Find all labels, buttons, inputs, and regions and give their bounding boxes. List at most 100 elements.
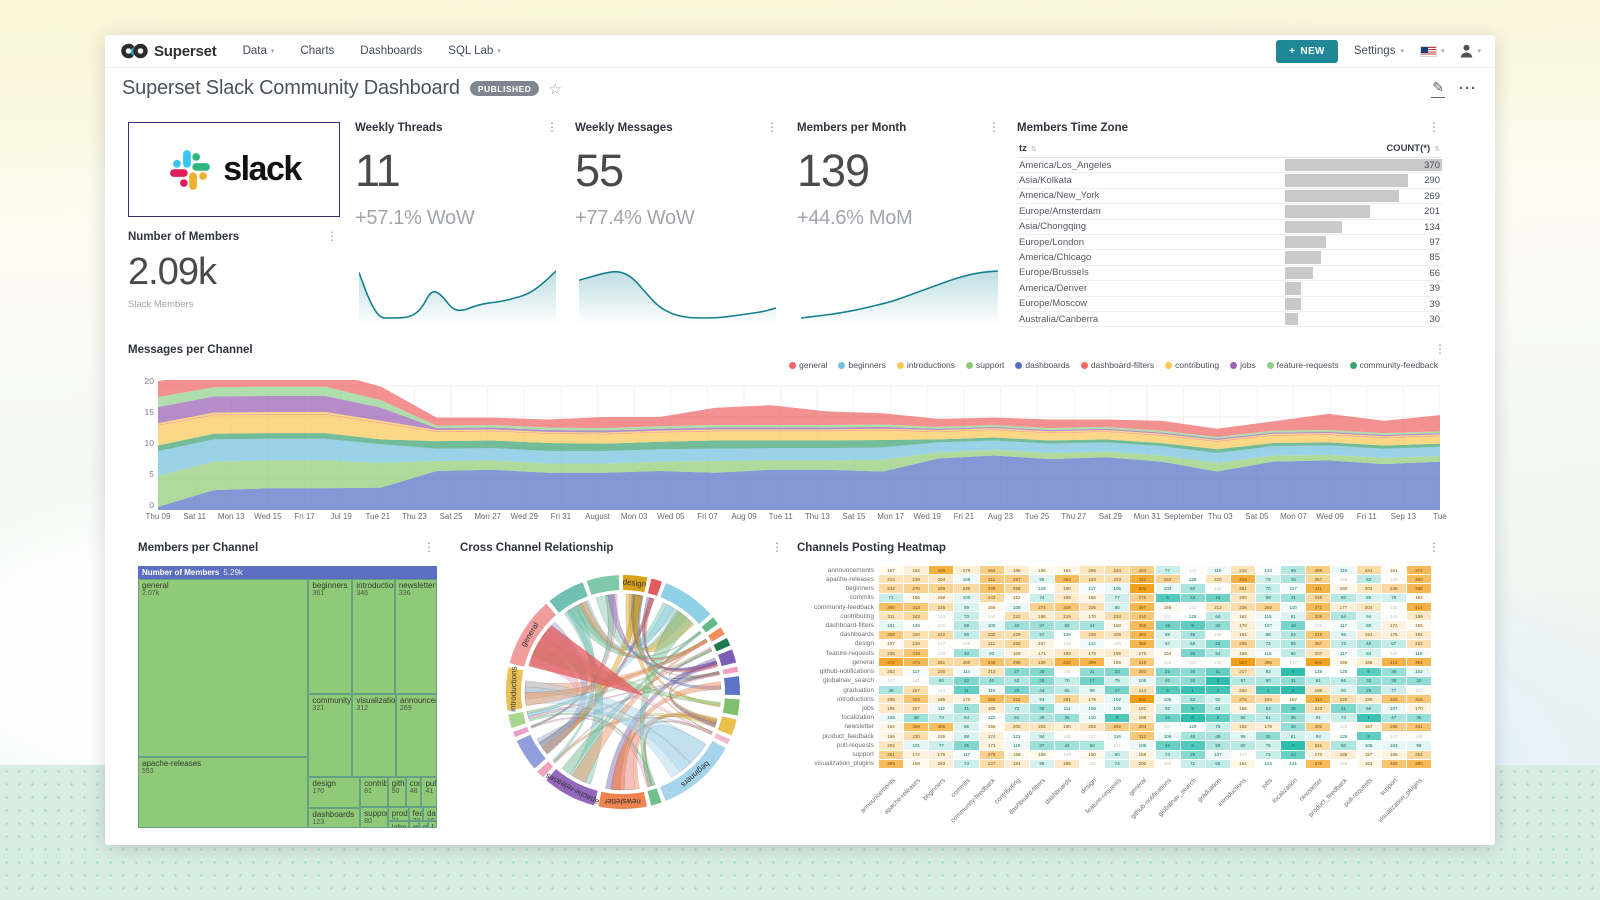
heatmap-cell[interactable]: 208 <box>879 695 904 704</box>
heatmap-cell[interactable]: 292 <box>1306 722 1331 732</box>
heatmap-cell[interactable]: 140 <box>1331 722 1356 732</box>
heatmap-cell[interactable]: 54 <box>1281 630 1306 639</box>
heatmap-cell[interactable]: 117 <box>1281 584 1306 593</box>
heatmap-cell[interactable]: 263 <box>1155 575 1180 584</box>
heatmap-cell[interactable]: 185 <box>929 695 954 704</box>
more-menu-icon[interactable]: ··· <box>1459 80 1477 97</box>
heatmap-cell[interactable]: 179 <box>1256 722 1281 732</box>
legend-item-introductions[interactable]: introductions <box>896 360 955 370</box>
heatmap-cell[interactable]: 229 <box>1004 630 1029 639</box>
heatmap-cell[interactable]: 128 <box>1180 612 1205 621</box>
heatmap-cell[interactable]: 200 <box>1130 759 1155 768</box>
heatmap-cell[interactable]: 85 <box>1356 593 1381 602</box>
heatmap-cell[interactable]: 178 <box>929 750 954 759</box>
heatmap-cell[interactable]: 103 <box>1381 741 1406 750</box>
heatmap-cell[interactable]: 237 <box>979 759 1004 768</box>
heatmap-cell[interactable]: 13 <box>1281 750 1306 759</box>
heatmap-cell[interactable]: 142 <box>1180 566 1205 575</box>
heatmap-cell[interactable]: 284 <box>1130 566 1155 575</box>
heatmap-cell[interactable]: 225 <box>1080 602 1105 612</box>
heatmap-cell[interactable]: 388 <box>1406 584 1431 593</box>
heatmap-cell[interactable]: 150 <box>1080 759 1105 768</box>
heatmap-cell[interactable]: 78 <box>1256 741 1281 750</box>
heatmap-cell[interactable]: 68 <box>954 630 979 639</box>
heatmap-cell[interactable]: 328 <box>1381 695 1406 704</box>
heatmap-cell[interactable]: 107 <box>1381 704 1406 713</box>
heatmap-cell[interactable]: 181 <box>1230 630 1256 639</box>
heatmap-cell[interactable]: 251 <box>1230 584 1256 593</box>
heatmap-cell[interactable]: 168 <box>1230 649 1256 658</box>
nav-menu-charts[interactable]: Charts <box>300 45 335 57</box>
heatmap-cell[interactable]: 195 <box>1105 649 1130 658</box>
heatmap-cell[interactable]: 66 <box>1281 649 1306 658</box>
heatmap-cell[interactable]: 53 <box>1256 704 1281 713</box>
heatmap-cell[interactable]: 170 <box>1080 612 1105 621</box>
heatmap-cell[interactable]: 117 <box>1331 649 1356 658</box>
heatmap-cell[interactable]: 168 <box>1130 750 1155 759</box>
heatmap-cell[interactable]: 46 <box>1180 630 1205 639</box>
heatmap-cell[interactable]: 8 <box>1356 667 1381 676</box>
heatmap-cell[interactable]: 170 <box>1306 750 1331 759</box>
heatmap-cell[interactable]: 195 <box>879 704 904 713</box>
heatmap-cell[interactable]: 16 <box>1155 621 1180 630</box>
column-header-tz[interactable]: tz ⇅ <box>1017 140 1285 158</box>
heatmap-chart[interactable]: announcements apache-releases beginners com… <box>797 562 1442 837</box>
heatmap-cell[interactable]: 223 <box>1105 575 1130 584</box>
heatmap-cell[interactable]: 91 <box>1281 612 1306 621</box>
heatmap-cell[interactable]: 288 <box>1306 566 1331 575</box>
heatmap-cell[interactable]: 17 <box>1105 685 1130 695</box>
heatmap-cell[interactable]: 168 <box>1230 704 1256 713</box>
heatmap-cell[interactable]: 103 <box>1155 584 1180 593</box>
heatmap-cell[interactable]: 38 <box>904 713 929 722</box>
heatmap-cell[interactable]: 306 <box>1256 658 1281 667</box>
heatmap-cell[interactable]: 215 <box>1230 566 1256 575</box>
heatmap-cell[interactable]: 322 <box>904 695 929 704</box>
legend-item-feature-requests[interactable]: feature-requests <box>1266 360 1339 370</box>
heatmap-cell[interactable]: 36 <box>1281 713 1306 722</box>
heatmap-cell[interactable]: 199 <box>1054 649 1080 658</box>
heatmap-cell[interactable]: 84 <box>1029 732 1054 741</box>
heatmap-cell[interactable]: 151 <box>929 621 954 630</box>
heatmap-cell[interactable]: 209 <box>1105 630 1130 639</box>
heatmap-cell[interactable]: 157 <box>1281 695 1306 704</box>
heatmap-cell[interactable]: 48 <box>1356 639 1381 649</box>
heatmap-cell[interactable]: 226 <box>1080 630 1105 639</box>
heatmap-cell[interactable]: 202 <box>879 741 904 750</box>
heatmap-cell[interactable]: 55 <box>1230 713 1256 722</box>
heatmap-cell[interactable]: 105 <box>1356 741 1381 750</box>
heatmap-cell[interactable]: 205 <box>1004 722 1029 732</box>
heatmap-cell[interactable]: 223 <box>1306 704 1331 713</box>
legend-item-jobs[interactable]: jobs <box>1230 360 1256 370</box>
sparkline-chart[interactable] <box>358 267 557 322</box>
heatmap-cell[interactable]: 25 <box>954 741 979 750</box>
heatmap-cell[interactable]: 147 <box>1230 750 1256 759</box>
heatmap-cell[interactable]: 82 <box>1155 704 1180 713</box>
heatmap-cell[interactable]: 170 <box>1406 704 1431 713</box>
heatmap-cell[interactable]: 61 <box>1256 713 1281 722</box>
heatmap-cell[interactable]: 158 <box>1004 750 1029 759</box>
heatmap-cell[interactable]: 213 <box>979 667 1004 676</box>
heatmap-cell[interactable]: 204 <box>1356 602 1381 612</box>
heatmap-cell[interactable]: 297 <box>1004 575 1029 584</box>
heatmap-cell[interactable]: 57 <box>1029 630 1054 639</box>
heatmap-cell[interactable]: 413 <box>1381 658 1406 667</box>
heatmap-cell[interactable]: 80 <box>1105 750 1130 759</box>
heatmap-cell[interactable]: 372 <box>1306 602 1331 612</box>
heatmap-cell[interactable]: 57 <box>1230 676 1256 685</box>
heatmap-cell[interactable]: 145 <box>1381 612 1406 621</box>
heatmap-cell[interactable]: 45 <box>1180 732 1205 741</box>
slack-logo-card[interactable]: slack <box>128 122 340 217</box>
heatmap-cell[interactable]: 210 <box>1205 575 1230 584</box>
treemap-cell-da[interactable]: da19 <box>422 806 437 821</box>
heatmap-cell[interactable]: 117 <box>1080 584 1105 593</box>
heatmap-cell[interactable]: 156 <box>1155 602 1180 612</box>
heatmap-cell[interactable]: 25 <box>1356 685 1381 695</box>
heatmap-cell[interactable]: 32 <box>1205 621 1230 630</box>
heatmap-cell[interactable]: 147 <box>879 676 904 685</box>
heatmap-cell[interactable]: 37 <box>1029 621 1054 630</box>
heatmap-cell[interactable]: 148 <box>1054 667 1080 676</box>
heatmap-cell[interactable]: 188 <box>1130 713 1155 722</box>
heatmap-cell[interactable]: 121 <box>1281 759 1306 768</box>
heatmap-cell[interactable]: 74 <box>1155 750 1180 759</box>
heatmap-cell[interactable]: 105 <box>1130 741 1155 750</box>
